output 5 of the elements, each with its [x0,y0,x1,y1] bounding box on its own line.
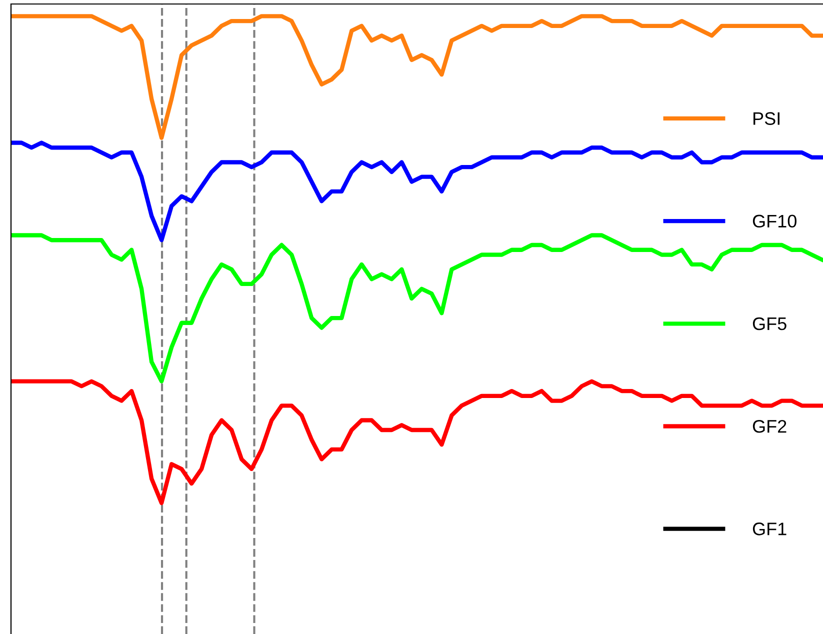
legend-label: GF10 [752,214,796,228]
legend-label: PSI [754,112,780,125]
legend-label: GF5 [752,317,786,330]
legend-label: GF2 [752,420,786,433]
legend-label: GF1 [752,522,786,536]
